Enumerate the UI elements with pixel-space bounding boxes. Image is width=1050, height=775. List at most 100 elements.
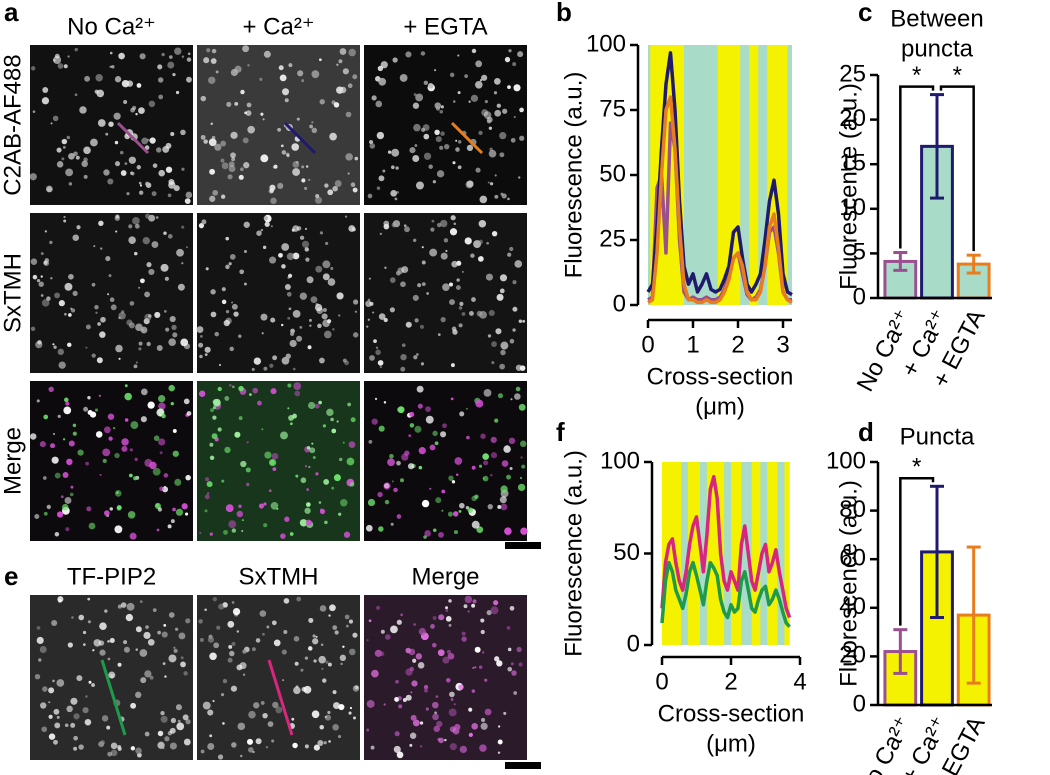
punctum xyxy=(270,317,276,323)
punctum xyxy=(130,746,136,751)
punctum xyxy=(325,660,329,664)
punctum xyxy=(63,64,68,69)
punctum xyxy=(68,182,73,186)
punctum xyxy=(140,677,147,684)
punctum xyxy=(117,662,122,667)
punctum xyxy=(211,48,217,54)
punctum xyxy=(375,346,379,349)
punctum xyxy=(205,477,210,482)
punctum xyxy=(508,49,512,53)
punctum xyxy=(234,101,239,106)
punctum xyxy=(507,666,513,672)
punctum xyxy=(187,52,191,56)
punctum xyxy=(95,431,103,438)
punctum xyxy=(328,614,331,617)
punctum xyxy=(227,174,233,180)
punctum xyxy=(421,499,430,508)
punctum xyxy=(286,291,292,297)
punctum xyxy=(440,219,448,228)
punctum xyxy=(327,278,336,286)
punctum xyxy=(373,339,377,343)
punctum xyxy=(56,715,60,719)
punctum xyxy=(205,267,209,271)
punctum xyxy=(31,66,36,71)
punctum xyxy=(291,143,300,151)
punctum xyxy=(280,144,284,148)
punctum xyxy=(306,276,314,284)
punctum xyxy=(310,296,318,304)
punctum xyxy=(214,143,222,151)
punctum xyxy=(110,304,117,311)
punctum xyxy=(311,70,320,79)
punctum xyxy=(138,190,144,195)
punctum xyxy=(234,431,241,438)
punctum xyxy=(324,714,332,721)
punctum xyxy=(48,687,55,694)
punctum xyxy=(470,253,475,258)
punctum xyxy=(415,93,424,102)
punctum xyxy=(260,313,268,321)
punctum xyxy=(368,440,373,444)
punctum xyxy=(292,168,301,176)
punctum xyxy=(511,670,517,676)
punctum xyxy=(72,423,77,428)
punctum xyxy=(181,167,185,171)
punctum xyxy=(152,608,157,613)
punctum xyxy=(260,112,264,116)
punctum xyxy=(430,624,435,629)
punctum xyxy=(401,343,406,348)
panel-label: b xyxy=(556,0,572,27)
punctum xyxy=(269,363,274,368)
punctum xyxy=(225,309,230,314)
punctum xyxy=(171,324,177,331)
punctum xyxy=(204,353,208,357)
punctum xyxy=(289,532,294,536)
punctum xyxy=(322,678,327,683)
punctum xyxy=(321,313,328,320)
punctum xyxy=(109,297,115,303)
punctum xyxy=(353,299,359,305)
punctum xyxy=(211,433,218,440)
punctum xyxy=(515,386,521,392)
punctum xyxy=(352,632,358,638)
punctum xyxy=(478,130,483,136)
punctum xyxy=(52,679,55,683)
punctum xyxy=(323,479,330,485)
punctum xyxy=(377,360,384,366)
punctum xyxy=(209,442,214,447)
punctum xyxy=(432,615,437,620)
punctum xyxy=(327,189,334,196)
punctum xyxy=(160,711,165,716)
punctum xyxy=(57,63,64,69)
punctum xyxy=(85,695,88,698)
punctum xyxy=(318,501,322,504)
punctum xyxy=(425,707,429,711)
punctum xyxy=(352,685,360,692)
punctum xyxy=(453,222,457,226)
punctum xyxy=(490,452,498,459)
y-tick-label: 0 xyxy=(853,690,866,717)
punctum xyxy=(85,461,89,466)
punctum xyxy=(308,401,316,410)
punctum xyxy=(62,438,66,441)
punctum xyxy=(348,711,352,715)
punctum xyxy=(255,738,262,745)
x-tick-label: 2 xyxy=(724,668,737,695)
punctum xyxy=(209,168,216,175)
punctum xyxy=(260,701,265,705)
punctum xyxy=(435,136,442,143)
punctum xyxy=(285,152,290,157)
punctum xyxy=(450,363,455,368)
punctum xyxy=(331,428,337,434)
punctum xyxy=(378,175,385,182)
punctum xyxy=(488,126,493,130)
punctum xyxy=(116,506,122,511)
punctum xyxy=(145,213,151,219)
punctum xyxy=(496,660,503,667)
punctum xyxy=(242,137,249,144)
punctum xyxy=(50,277,53,280)
punctum xyxy=(53,345,57,349)
punctum xyxy=(170,131,175,137)
punctum xyxy=(39,646,47,653)
